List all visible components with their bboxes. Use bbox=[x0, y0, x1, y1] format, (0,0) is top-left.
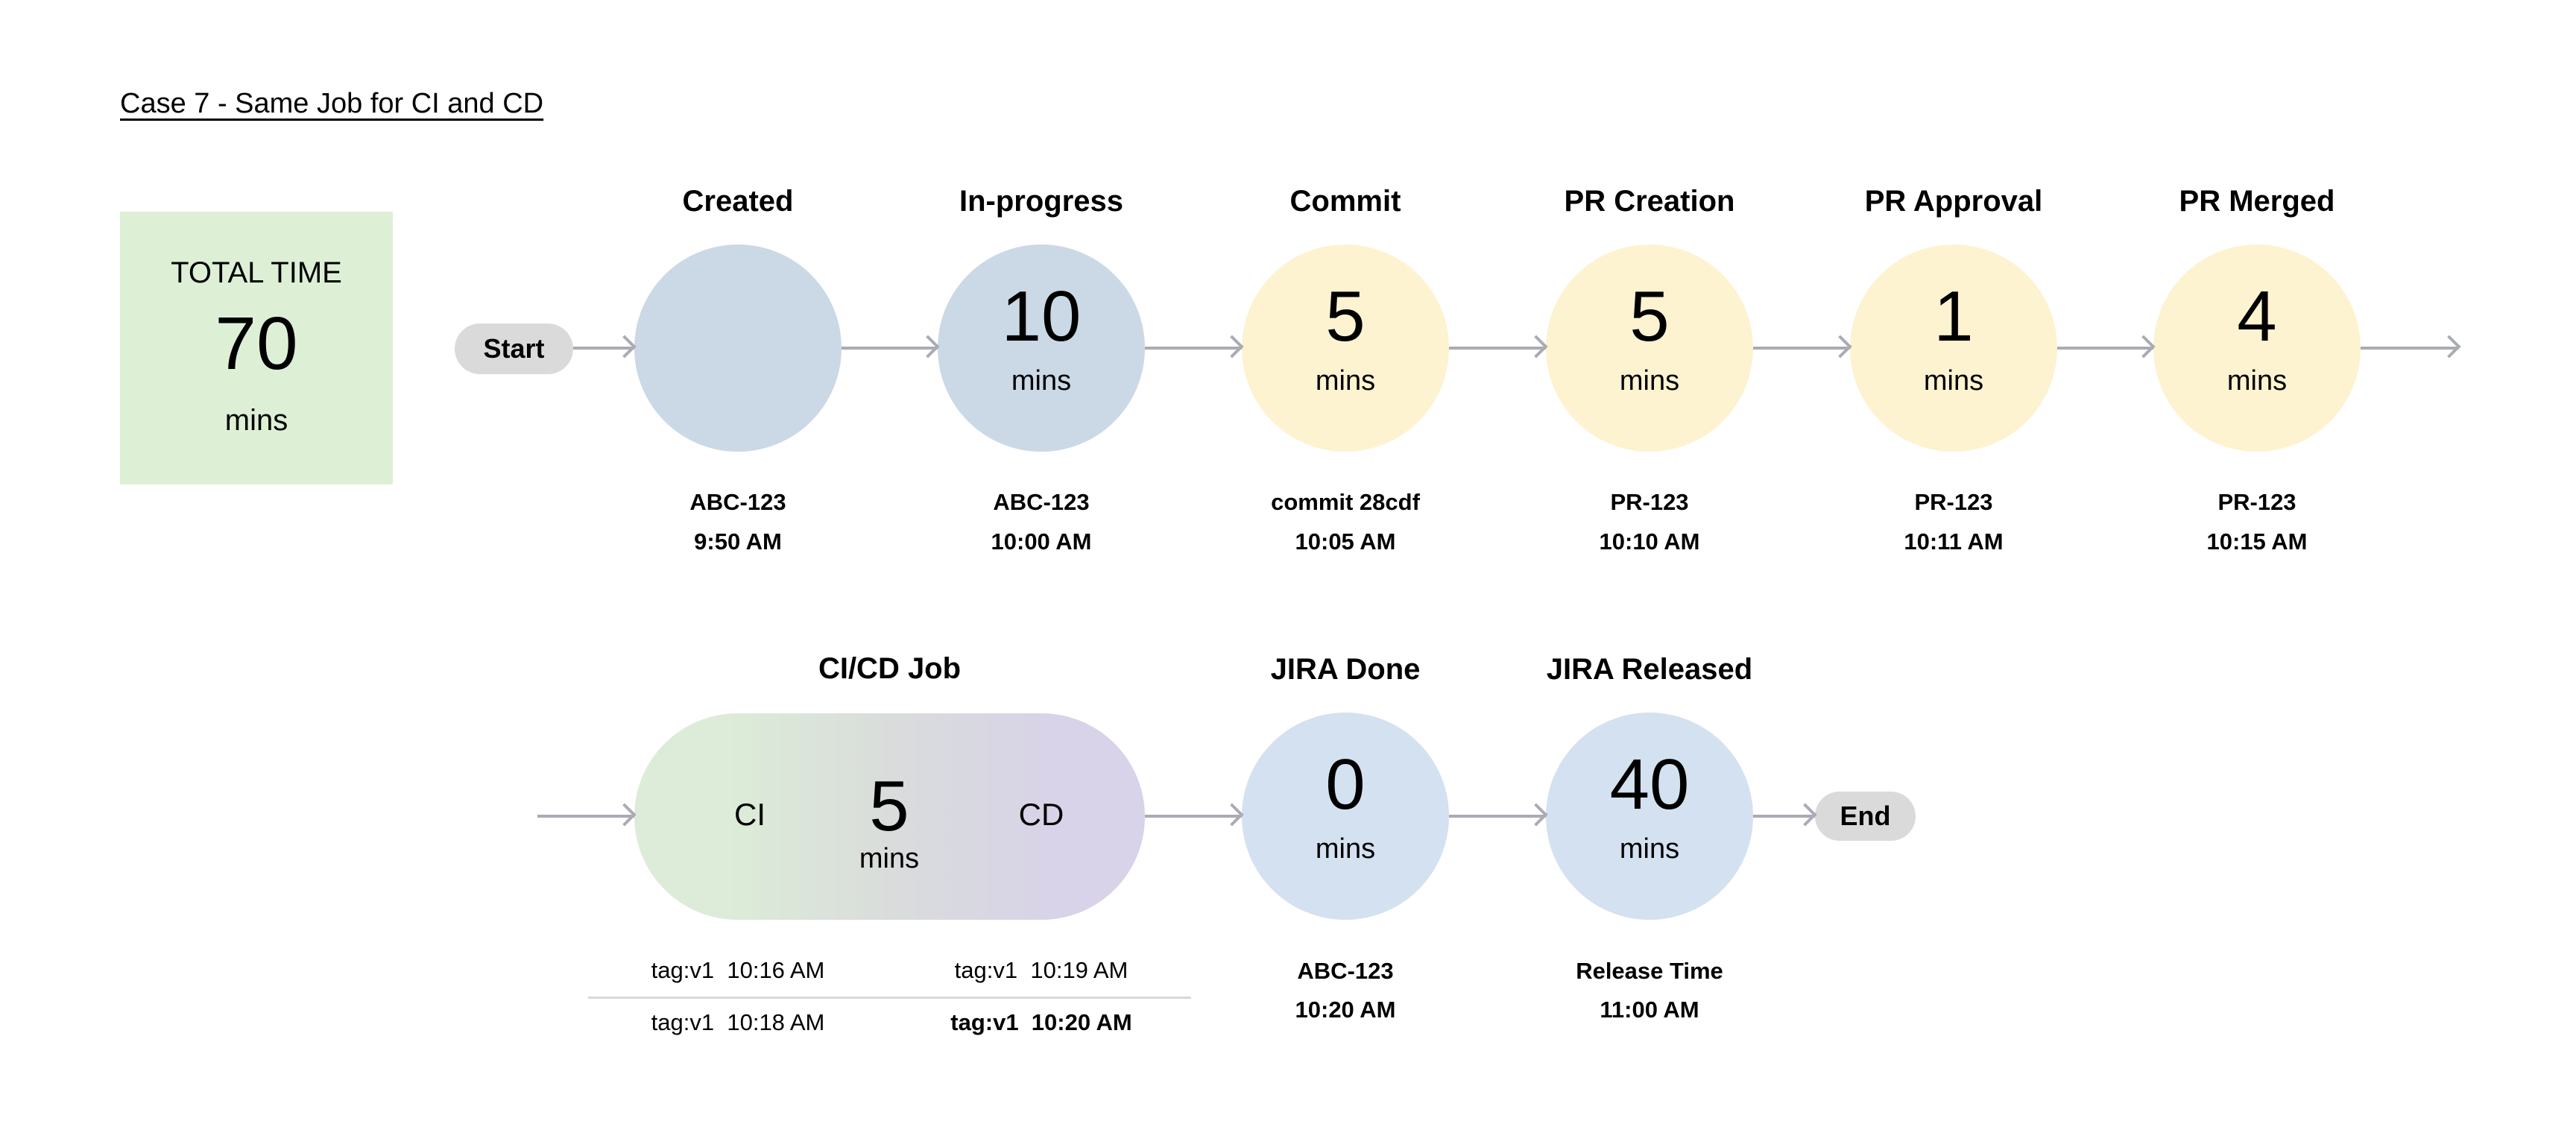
stage-pr-approval: PR Approval 1 mins PR-123 10:11 AM bbox=[1797, 185, 2110, 555]
cicd-job-title: CI/CD Job bbox=[818, 652, 962, 685]
stage-duration-value: 5 bbox=[1325, 277, 1366, 356]
ci-tag-1: tag:v1 10:16 AM bbox=[651, 957, 825, 983]
stage-reference: Release Time bbox=[1576, 958, 1723, 984]
stage-title: PR Merged bbox=[2179, 185, 2335, 218]
stage-duration-unit: mins bbox=[1619, 833, 1680, 865]
stage-pr-merged: PR Merged 4 mins PR-123 10:15 AM bbox=[2100, 185, 2414, 555]
stage-duration-unit: mins bbox=[1011, 365, 1072, 397]
stage-reference: ABC-123 bbox=[1297, 958, 1394, 984]
start-node: Start bbox=[455, 323, 573, 374]
stage-circle bbox=[634, 244, 842, 452]
stage-circle: 1 mins bbox=[1850, 244, 2057, 452]
stage-reference: ABC-123 bbox=[689, 489, 786, 515]
stage-circle: 0 mins bbox=[1242, 713, 1449, 920]
stage-commit: Commit 5 mins commit 28cdf 10:05 AM bbox=[1189, 185, 1502, 555]
flow-arrow bbox=[1753, 815, 1815, 818]
total-time-card: TOTAL TIME 70 mins bbox=[120, 212, 393, 484]
stage-timestamp: 10:00 AM bbox=[991, 528, 1092, 555]
flow-arrow bbox=[1449, 815, 1546, 818]
stage-duration-value: 4 bbox=[2237, 277, 2277, 356]
stage-reference: commit 28cdf bbox=[1271, 489, 1420, 515]
stage-duration-unit: mins bbox=[1923, 365, 1984, 397]
stage-duration-unit: mins bbox=[1315, 365, 1376, 397]
total-time-label: TOTAL TIME bbox=[171, 256, 342, 289]
flow-arrow bbox=[537, 815, 634, 818]
stage-reference: PR-123 bbox=[1914, 489, 1993, 515]
stage-duration-value: 1 bbox=[1933, 277, 1974, 356]
stage-duration-unit: mins bbox=[1315, 833, 1376, 865]
cicd-duration-value: 5 bbox=[869, 766, 909, 846]
stage-circle: 40 mins bbox=[1546, 713, 1753, 920]
page-title: Case 7 - Same Job for CI and CD bbox=[120, 88, 544, 119]
stage-timestamp: 10:05 AM bbox=[1295, 528, 1396, 555]
stage-title: In-progress bbox=[959, 185, 1124, 218]
stage-timestamp: 11:00 AM bbox=[1600, 997, 1699, 1023]
stage-duration-value: 40 bbox=[1609, 745, 1690, 824]
stage-jira-done: JIRA Done 0 mins ABC-123 10:20 AM bbox=[1189, 653, 1502, 1023]
cd-label: CD bbox=[1018, 797, 1064, 832]
total-time-value: 70 bbox=[215, 302, 298, 385]
flow-arrow bbox=[2057, 347, 2153, 350]
stage-duration-value: 0 bbox=[1325, 745, 1366, 824]
stage-circle: 5 mins bbox=[1546, 244, 1753, 452]
stage-title: PR Creation bbox=[1564, 185, 1735, 218]
stage-pr-creation: PR Creation 5 mins PR-123 10:10 AM bbox=[1493, 185, 1806, 555]
cicd-job-node: CI 5 mins CD bbox=[634, 713, 1145, 920]
cicd-duration-unit: mins bbox=[859, 843, 920, 874]
flow-arrow bbox=[1753, 347, 1850, 350]
tag-divider bbox=[588, 997, 1191, 999]
ci-tag-2: tag:v1 10:18 AM bbox=[651, 1009, 825, 1035]
stage-timestamp: 10:10 AM bbox=[1599, 528, 1700, 555]
flow-arrow bbox=[1449, 347, 1546, 350]
stage-in-progress: In-progress 10 mins ABC-123 10:00 AM bbox=[885, 185, 1198, 555]
stage-timestamp: 10:20 AM bbox=[1295, 997, 1396, 1023]
flow-arrow bbox=[2361, 347, 2459, 350]
stage-title: PR Approval bbox=[1864, 185, 2043, 218]
stage-reference: PR-123 bbox=[1610, 489, 1689, 515]
cd-tag-1: tag:v1 10:19 AM bbox=[954, 957, 1128, 983]
stage-title: Commit bbox=[1289, 185, 1401, 218]
flow-arrow bbox=[1145, 347, 1242, 350]
stage-circle: 10 mins bbox=[938, 244, 1145, 452]
cd-tag-2: tag:v1 10:20 AM bbox=[950, 1009, 1132, 1035]
stage-duration-value: 5 bbox=[1629, 277, 1670, 356]
end-node: End bbox=[1815, 792, 1916, 841]
stage-title: JIRA Done bbox=[1270, 653, 1421, 686]
stage-title: JIRA Released bbox=[1546, 653, 1753, 686]
stage-circle: 4 mins bbox=[2153, 244, 2361, 452]
flow-arrow bbox=[1145, 815, 1242, 818]
flow-arrow bbox=[573, 347, 634, 350]
stage-timestamp: 10:11 AM bbox=[1904, 528, 2004, 555]
stage-circle: 5 mins bbox=[1242, 244, 1449, 452]
stage-duration-unit: mins bbox=[2226, 365, 2288, 397]
stage-reference: PR-123 bbox=[2217, 489, 2296, 515]
flow-arrow bbox=[842, 347, 938, 350]
total-time-unit: mins bbox=[224, 404, 288, 437]
stage-duration-value: 10 bbox=[1001, 277, 1082, 356]
stage-reference: ABC-123 bbox=[993, 489, 1090, 515]
stage-jira-released: JIRA Released 40 mins Release Time 11:00… bbox=[1493, 653, 1806, 1023]
stage-created: Created ABC-123 9:50 AM bbox=[581, 185, 894, 555]
stage-duration-unit: mins bbox=[1619, 365, 1680, 397]
stage-timestamp: 10:15 AM bbox=[2206, 528, 2308, 555]
stage-title: Created bbox=[682, 185, 794, 218]
ci-label: CI bbox=[734, 797, 765, 832]
stage-timestamp: 9:50 AM bbox=[694, 528, 782, 555]
